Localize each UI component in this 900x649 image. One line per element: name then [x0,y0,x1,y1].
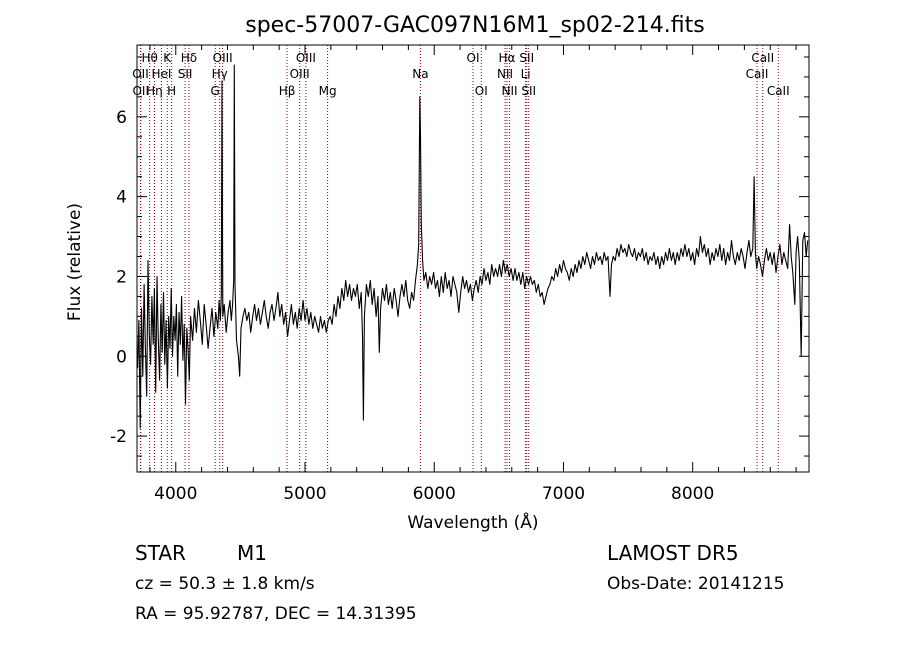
redshift-velocity: cz = 50.3 ± 1.8 km/s [135,574,315,594]
spectral-line-label: Hγ [212,67,228,81]
x-tick-label: 8000 [671,484,714,504]
x-axis-label: Wavelength (Å) [407,511,538,533]
sky-coordinates: RA = 95.92787, DEC = 14.31395 [135,604,417,624]
spectral-line-label: OIII [213,51,233,65]
spectral-line-label: OIII [296,51,316,65]
spectral-line-label: G [211,84,220,98]
observation-date: Obs-Date: 20141215 [607,574,785,594]
y-tick-label: 2 [116,267,127,287]
spectral-line-label: SII [519,51,534,65]
spectral-line-label: CaII [767,84,790,98]
plot-frame [136,44,810,473]
spectral-line-label: NII [502,84,518,98]
x-tick-label: 5000 [283,484,326,504]
chart-title: spec-57007-GAC097N16M1_sp02-214.fits [245,13,705,38]
object-subclass: M1 [237,541,267,565]
spectral-line-label: H [167,84,176,98]
x-tick-label: 6000 [413,484,456,504]
y-axis-ticks: -2 0 2 4 6 [110,56,809,457]
x-tick-label: 4000 [154,484,197,504]
object-class: STAR [135,541,186,565]
spectral-line-label: OI [475,84,488,98]
spectral-line-label: Hβ [279,84,296,98]
y-tick-label: 0 [116,347,127,367]
spectral-line-label: Hδ [181,51,197,65]
spectral-line-label: SII [521,84,536,98]
spectral-line-label: Li [521,67,531,81]
y-tick-label: 6 [116,108,127,128]
spectral-line-label: Na [412,67,428,81]
spectral-line-label: OIII [290,67,310,81]
spectral-line-label: OI [467,51,480,65]
x-axis-ticks: 4000 5000 6000 7000 8000 [149,45,797,504]
spectral-line-label: CaII [746,67,769,81]
spectral-line-label: OII [132,67,149,81]
survey-release: LAMOST DR5 [607,541,739,565]
spectral-line-label: Hθ [141,51,157,65]
spectral-line-label: Mg [319,84,337,98]
spectral-line-label: K [163,51,172,65]
y-tick-label: -2 [110,427,127,447]
spectral-line-label: CaII [751,51,774,65]
x-tick-label: 7000 [542,484,585,504]
y-tick-label: 4 [116,188,127,208]
spectral-line-label: Hη [146,84,163,98]
spectral-line-markers [139,45,779,472]
spectral-line-label: SII [178,67,193,81]
y-axis-label: Flux (relative) [65,203,85,321]
spectral-line-label: HeI [151,67,171,81]
spectrum-series-line [137,64,809,429]
spectral-line-label: Hα [499,51,516,65]
spectral-line-label: NII [497,67,513,81]
